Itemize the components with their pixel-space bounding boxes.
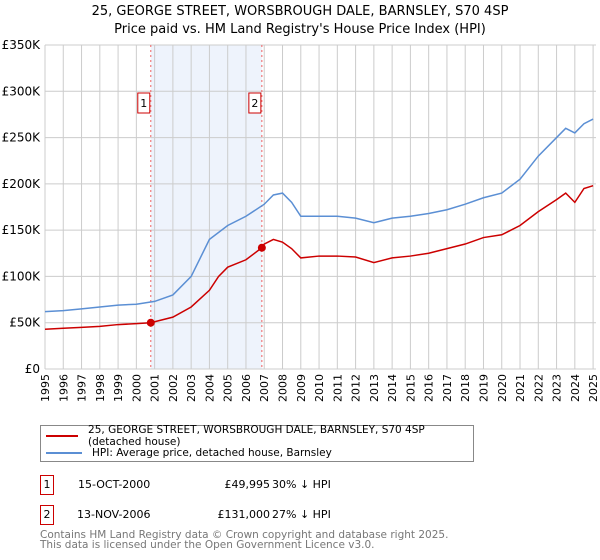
sale-point <box>146 318 155 327</box>
x-tick-label: 2024 <box>569 374 582 402</box>
x-tick-label: 2025 <box>587 374 600 402</box>
transaction-date: 13-NOV-2006 <box>77 508 151 521</box>
x-tick-label: 2020 <box>496 374 509 402</box>
footer-copyright: Contains HM Land Registry data © Crown c… <box>40 529 449 541</box>
marker-label: 2 <box>251 97 258 110</box>
y-tick-label: £300K <box>2 84 42 98</box>
transaction-hpi: 27% ↓ HPI <box>272 508 331 521</box>
x-tick-label: 2021 <box>514 374 527 402</box>
y-tick-label: £200K <box>2 177 42 191</box>
blue-line-swatch <box>46 452 82 454</box>
x-tick-label: 2017 <box>441 374 454 402</box>
transaction-price: £131,000 <box>217 508 271 521</box>
legend-label: 25, GEORGE STREET, WORSBROUGH DALE, BARN… <box>88 424 425 448</box>
x-tick-label: 2014 <box>386 374 399 402</box>
transaction-price: £49,995 <box>224 478 271 491</box>
y-tick-label: £50K <box>9 316 41 330</box>
x-tick-label: 1995 <box>39 374 52 402</box>
x-tick-label: 2015 <box>404 374 417 402</box>
x-tick-label: 1997 <box>76 374 89 402</box>
y-tick-label: £150K <box>2 223 42 237</box>
x-tick-label: 2006 <box>240 374 253 402</box>
x-tick-label: 2016 <box>423 374 436 402</box>
y-tick-label: £250K <box>2 131 42 145</box>
transaction-number: 2 <box>40 505 54 525</box>
x-tick-label: 2003 <box>185 374 198 402</box>
x-tick-label: 2008 <box>277 374 290 402</box>
x-tick-label: 2004 <box>203 374 216 402</box>
x-tick-label: 2009 <box>295 374 308 402</box>
y-tick-label: £350K <box>2 38 42 52</box>
x-tick-label: 2013 <box>368 374 381 402</box>
transaction-hpi: 30% ↓ HPI <box>272 478 331 491</box>
footer: Contains HM Land Registry data © Crown c… <box>40 529 449 551</box>
x-tick-label: 2011 <box>331 374 344 402</box>
sale-point <box>257 243 266 252</box>
series-line <box>44 118 594 313</box>
legend-label: HPI: Average price, detached house, Barn… <box>92 447 332 459</box>
marker-label: 1 <box>140 97 147 110</box>
transaction-row: 2 13-NOV-2006 £131,000 27% ↓ HPI <box>40 505 440 525</box>
x-tick-label: 2018 <box>459 374 472 402</box>
shaded-period <box>150 45 262 369</box>
x-tick-label: 2000 <box>130 374 143 402</box>
x-tick-label: 2002 <box>167 374 180 402</box>
footer-licence: This data is licensed under the Open Gov… <box>40 539 375 551</box>
x-tick-label: 2022 <box>532 374 545 402</box>
legend-item-property: 25, GEORGE STREET, WORSBROUGH DALE, BARN… <box>41 424 473 448</box>
y-tick-label: £100K <box>2 269 42 283</box>
chart-subtitle: Price paid vs. HM Land Registry's House … <box>114 22 486 37</box>
x-tick-label: 2010 <box>313 374 326 402</box>
x-tick-label: 2019 <box>477 374 490 402</box>
x-tick-label: 2001 <box>149 374 162 402</box>
legend-item-hpi: HPI: Average price, detached house, Barn… <box>41 445 332 461</box>
marker-label-box <box>248 92 262 114</box>
transaction-row: 1 15-OCT-2000 £49,995 30% ↓ HPI <box>40 475 440 495</box>
x-tick-label: 2023 <box>551 374 564 402</box>
price-chart: 1995 1996 1997 1998 1999 2000 2001 2002 2003 2004… <box>2 38 600 402</box>
y-tick-label: £0 <box>25 362 40 376</box>
x-tick-label: 2012 <box>350 374 363 402</box>
marker-label-box <box>137 92 151 114</box>
legend: 25, GEORGE STREET, WORSBROUGH DALE, BARN… <box>40 424 474 462</box>
x-tick-label: 1996 <box>57 374 70 402</box>
chart-title: 25, GEORGE STREET, WORSBROUGH DALE, BARN… <box>91 4 509 19</box>
transaction-number: 1 <box>40 475 54 495</box>
red-line-swatch <box>46 435 79 437</box>
x-tick-label: 1999 <box>112 374 125 402</box>
x-tick-label: 2007 <box>258 374 271 402</box>
transaction-date: 15-OCT-2000 <box>78 478 151 491</box>
x-tick-label: 2005 <box>222 374 235 402</box>
x-tick-label: 1998 <box>94 374 107 402</box>
